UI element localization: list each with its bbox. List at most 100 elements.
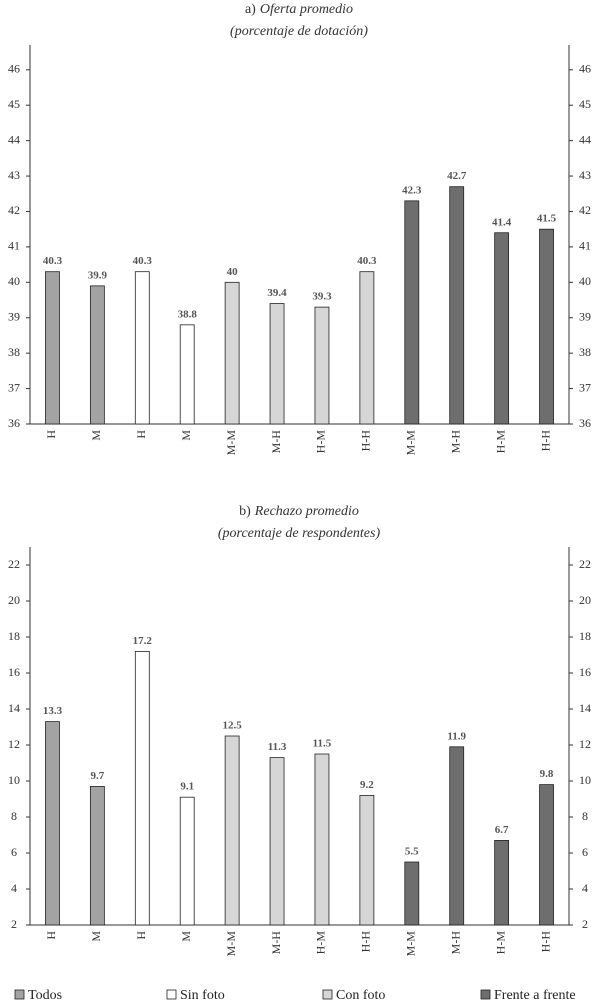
y-tick-label: 18 (8, 629, 20, 643)
y-tick-label: 39 (8, 309, 20, 323)
x-tick-label: H-H (538, 430, 552, 452)
y2-tick-label: 39 (579, 309, 591, 323)
y-tick-label: 42 (8, 203, 20, 217)
x-tick-label: H-M (493, 931, 507, 955)
y-tick-label: 45 (8, 97, 20, 111)
legend-label: Sin foto (180, 988, 225, 1003)
title-text: Rechazo promedio (254, 504, 359, 519)
bar (449, 746, 465, 926)
y2-tick-label: 4 (582, 881, 588, 895)
x-tick-label: H-M (314, 931, 328, 955)
value-label: 42.7 (447, 170, 467, 182)
x-tick-label: M-H (448, 931, 462, 955)
bar (134, 271, 150, 425)
title-label: b) (239, 504, 251, 519)
value-label: 39.9 (88, 269, 108, 281)
bar (539, 784, 554, 926)
bar (89, 285, 105, 425)
y2-tick-label: 2 (582, 917, 588, 931)
bar (89, 786, 105, 926)
legend-swatch (480, 989, 491, 1000)
x-tick-label: M-M (404, 430, 418, 456)
chart-subtitle: (porcentaje de respondentes) (218, 526, 381, 541)
x-tick-label: H-H (359, 931, 373, 953)
y-tick-label: 14 (8, 701, 20, 715)
x-tick-label: H-H (538, 931, 552, 953)
bar (404, 861, 420, 926)
chart-title: b) Rechazo promedio (239, 504, 359, 519)
y2-tick-label: 10 (579, 773, 591, 787)
chart-title: a) Oferta promedio (245, 2, 353, 17)
value-label: 6.7 (495, 824, 509, 836)
x-tick-label: M-M (224, 931, 238, 957)
y-tick-label: 4 (11, 881, 17, 895)
y2-tick-label: 41 (579, 239, 591, 253)
y2-tick-label: 16 (579, 665, 591, 679)
bar (269, 303, 285, 425)
y-tick-label: 6 (11, 845, 17, 859)
y-tick-label: 2 (11, 917, 17, 931)
value-label: 40.3 (43, 255, 63, 267)
value-label: 41.5 (537, 213, 557, 225)
value-label: 40.3 (357, 255, 377, 267)
bar (404, 200, 420, 425)
x-tick-label: H (134, 931, 148, 940)
x-tick-label: H-H (359, 430, 373, 452)
bar (539, 228, 554, 425)
value-label: 9.2 (360, 779, 374, 791)
value-label: 5.5 (405, 846, 419, 858)
y2-tick-label: 6 (582, 845, 588, 859)
x-tick-label: M (89, 430, 103, 441)
legend-label: Todos (28, 988, 62, 1003)
y2-tick-label: 38 (579, 345, 591, 359)
value-label: 38.8 (178, 308, 198, 320)
x-tick-label: M (89, 931, 103, 942)
value-label: 39.4 (267, 287, 287, 299)
y-tick-label: 22 (8, 557, 20, 571)
x-tick-label: M-M (224, 430, 238, 456)
y-tick-label: 44 (8, 132, 20, 146)
x-tick-label: H-M (314, 430, 328, 454)
y-tick-label: 8 (11, 809, 17, 823)
bar (269, 757, 285, 926)
y-tick-label: 37 (8, 380, 20, 394)
x-tick-label: H (44, 931, 58, 940)
value-label: 40.3 (133, 255, 153, 267)
bar (179, 324, 195, 425)
y-tick-label: 46 (8, 62, 20, 76)
value-label: 42.3 (402, 184, 422, 196)
y2-tick-label: 45 (579, 97, 591, 111)
y2-tick-label: 18 (579, 629, 591, 643)
legend-swatch (166, 989, 177, 1000)
y-tick-label: 10 (8, 773, 20, 787)
legend-swatch (322, 989, 333, 1000)
y2-tick-label: 36 (579, 416, 591, 430)
title-text: Oferta promedio (260, 2, 353, 17)
value-label: 12.5 (223, 720, 243, 732)
y-tick-label: 40 (8, 274, 20, 288)
x-tick-label: H-M (493, 430, 507, 454)
y2-tick-label: 42 (579, 203, 591, 217)
bar (314, 753, 330, 926)
y-tick-label: 16 (8, 665, 20, 679)
bar (45, 271, 60, 425)
x-tick-label: H (134, 430, 148, 439)
y2-tick-label: 22 (579, 557, 591, 571)
y-tick-label: 20 (8, 593, 20, 607)
bar (494, 840, 510, 926)
value-label: 11.5 (313, 738, 332, 750)
x-tick-label: M-H (269, 931, 283, 955)
y-tick-label: 36 (8, 416, 20, 430)
y2-tick-label: 12 (579, 737, 591, 751)
value-label: 11.3 (268, 741, 287, 753)
bar (224, 281, 240, 425)
y-tick-label: 38 (8, 345, 20, 359)
y2-tick-label: 20 (579, 593, 591, 607)
x-tick-label: M (179, 430, 193, 441)
bar (224, 735, 240, 926)
title-label: a) (245, 2, 256, 17)
x-tick-label: M-H (448, 430, 462, 454)
value-label: 39.3 (312, 291, 332, 303)
y-tick-label: 41 (8, 239, 20, 253)
